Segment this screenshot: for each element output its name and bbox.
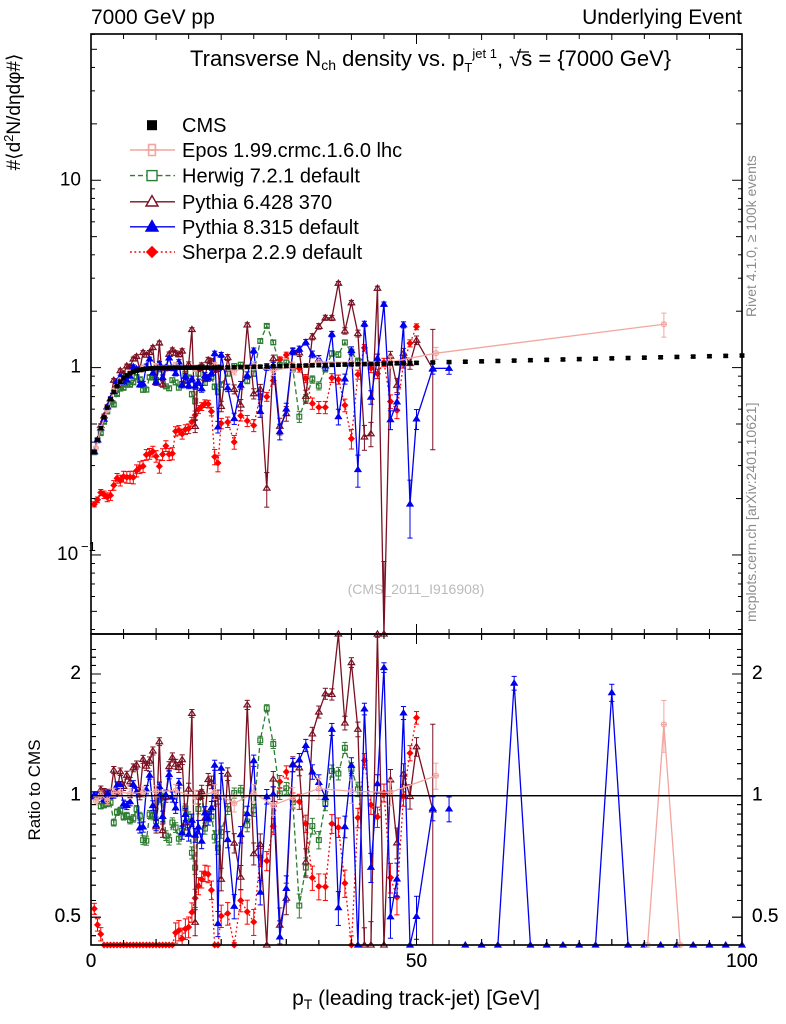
- svg-text:−1: −1: [81, 539, 96, 554]
- svg-text:100: 100: [726, 951, 758, 972]
- svg-text:CMS: CMS: [182, 115, 226, 137]
- svg-text:Epos 1.99.crmc.1.6.0 lhc: Epos 1.99.crmc.1.6.0 lhc: [182, 140, 402, 162]
- svg-text:Ratio to CMS: Ratio to CMS: [25, 739, 44, 840]
- svg-text:Sherpa 2.2.9 default: Sherpa 2.2.9 default: [182, 242, 363, 264]
- svg-text:0: 0: [86, 951, 97, 972]
- svg-text:1: 1: [752, 785, 763, 806]
- svg-text:0.5: 0.5: [55, 906, 81, 927]
- svg-text:pT (leading track-jet) [GeV]: pT (leading track-jet) [GeV]: [292, 987, 540, 1012]
- svg-text:Rivet 4.1.0, ≥ 100k events: Rivet 4.1.0, ≥ 100k events: [743, 155, 759, 317]
- svg-text:Herwig 7.2.1 default: Herwig 7.2.1 default: [182, 166, 360, 188]
- svg-text:Transverse Nch density vs. pTj: Transverse Nch density vs. pTjet 1, √s =…: [190, 46, 671, 75]
- svg-text:#⟨d2N/dηdφ#⟩: #⟨d2N/dηdφ#⟩: [1, 54, 25, 171]
- svg-text:1: 1: [70, 785, 81, 806]
- svg-text:50: 50: [406, 951, 427, 972]
- svg-text:10: 10: [57, 544, 78, 565]
- svg-text:mcplots.cern.ch [arXiv:2401.10: mcplots.cern.ch [arXiv:2401.10621]: [743, 403, 759, 622]
- svg-text:1: 1: [70, 357, 81, 378]
- svg-text:Pythia 6.428 370: Pythia 6.428 370: [182, 192, 332, 214]
- svg-text:7000 GeV pp: 7000 GeV pp: [91, 6, 215, 29]
- svg-text:(CMS_2011_I916908): (CMS_2011_I916908): [348, 581, 485, 597]
- svg-text:2: 2: [70, 663, 81, 684]
- svg-text:Underlying Event: Underlying Event: [582, 6, 742, 29]
- svg-text:10: 10: [60, 169, 81, 190]
- svg-text:0.5: 0.5: [752, 906, 778, 927]
- svg-text:Pythia 8.315 default: Pythia 8.315 default: [182, 217, 359, 239]
- svg-text:2: 2: [752, 663, 763, 684]
